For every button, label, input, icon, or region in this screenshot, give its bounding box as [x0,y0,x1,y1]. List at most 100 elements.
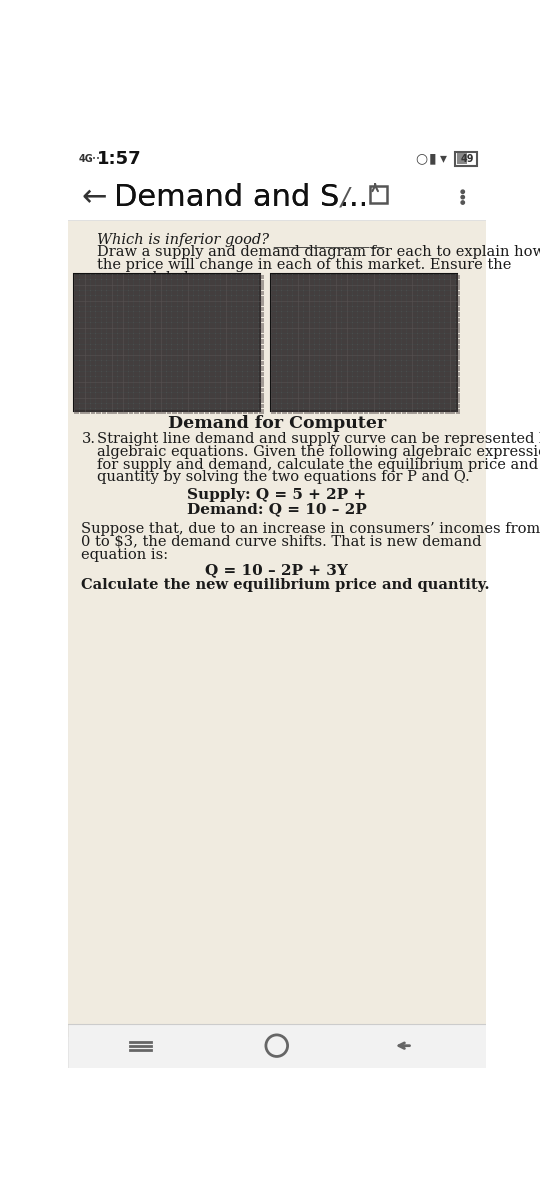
Bar [271,355,276,360]
Bar [145,275,150,280]
Bar [178,290,182,295]
Bar [80,394,85,397]
Bar [242,340,247,344]
Bar [85,329,90,334]
Bar [390,388,395,392]
Bar [259,323,264,328]
Bar [172,307,177,312]
Bar [309,350,314,354]
Bar [80,409,85,414]
Bar [315,334,319,338]
Bar [259,361,264,365]
Bar [237,355,242,360]
Bar [188,355,193,360]
Bar [237,361,242,365]
Text: 3.: 3. [82,432,96,446]
Bar [118,372,123,376]
Bar [407,404,411,408]
Bar [363,275,368,280]
Bar [75,372,79,376]
Bar [331,372,336,376]
Bar [199,329,204,334]
Bar [277,388,281,392]
Bar [85,334,90,338]
Bar [385,383,390,386]
Bar [242,366,247,371]
Bar [112,361,117,365]
Bar [172,361,177,365]
Bar [226,366,231,371]
Bar [434,275,438,280]
Bar [385,409,390,414]
Bar [309,286,314,290]
Bar [353,409,357,414]
Bar [259,329,264,334]
Bar [331,344,336,349]
Bar [75,340,79,344]
Bar [402,377,406,382]
Bar [342,312,347,317]
Bar [342,409,347,414]
Bar [434,388,438,392]
Bar [413,340,417,344]
Bar [237,323,242,328]
Bar [363,323,368,328]
Bar [205,398,210,403]
Bar [199,361,204,365]
Bar [353,350,357,354]
Bar [380,318,384,323]
Bar [96,334,101,338]
Bar [118,323,123,328]
Bar [396,312,401,317]
Bar [259,404,264,408]
Bar [242,334,247,338]
Bar [429,344,433,349]
Bar [129,286,133,290]
Bar [374,372,379,376]
Bar [183,290,187,295]
Bar [107,361,112,365]
Bar [304,372,308,376]
Bar [331,377,336,382]
Bar [369,404,374,408]
Bar [156,394,160,397]
Bar [320,318,325,323]
Bar [347,350,352,354]
Bar [320,344,325,349]
Bar [450,377,455,382]
Bar [75,318,79,323]
Bar [172,404,177,408]
Bar [112,372,117,376]
Bar [221,286,226,290]
Bar [331,290,336,295]
Bar [418,394,422,397]
Bar [172,409,177,414]
Bar [402,361,406,365]
Bar [172,340,177,344]
Bar [429,275,433,280]
Bar [215,275,220,280]
Bar [288,388,292,392]
Bar [161,409,166,414]
Bar [299,409,303,414]
Bar [445,312,450,317]
Bar [353,280,357,284]
Bar [259,334,264,338]
Bar [277,366,281,371]
Bar [167,334,171,338]
Bar [248,394,253,397]
Bar [199,301,204,306]
Bar [423,307,428,312]
Bar [112,312,117,317]
Bar [423,383,428,386]
Bar [418,383,422,386]
Bar [445,394,450,397]
Bar [288,280,292,284]
Bar [134,394,139,397]
Bar [210,307,215,312]
Bar [326,340,330,344]
Bar [199,318,204,323]
Bar [385,361,390,365]
Bar [145,286,150,290]
Bar [456,275,461,280]
